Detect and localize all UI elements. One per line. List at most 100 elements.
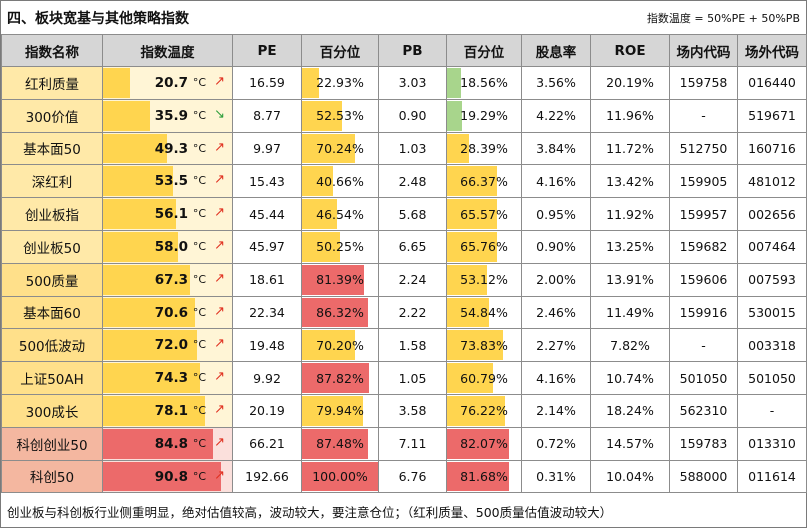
index-name-cell: 300成长 [1, 393, 103, 428]
pe-percentile-cell-text: 22.93% [316, 75, 364, 91]
dividend-yield-cell: 0.95% [521, 197, 591, 231]
pb-cell: 7.11 [378, 426, 447, 461]
temperature-value: 53.5 [154, 173, 188, 190]
pb-percentile-cell-text: 28.39% [460, 140, 508, 156]
temperature-bar [103, 428, 214, 459]
table-row: 创业板指 56.1 °C ↗ 45.44 46.54% 5.68 65.57% 0.95% 11.… [1, 197, 807, 231]
pb-percentile-cell-text: 60.79% [460, 370, 508, 386]
temperature-cell: 35.9 °C ↘ [102, 98, 233, 133]
offmarket-code-cell: 007593 [737, 262, 807, 297]
pb-percentile-cell-text: 73.83% [460, 337, 508, 353]
pb-cell: 2.48 [378, 164, 447, 199]
table-row: 300成长 78.1 °C ↗ 20.19 79.94% 3.58 76.22% 2.14% 18… [1, 393, 807, 428]
pe-percentile-cell: 87.48% [301, 426, 379, 461]
pe-percentile-cell: 70.20% [301, 328, 379, 363]
pb-percentile-cell-text: 54.84% [460, 304, 508, 320]
trend-up-icon: ↗ [214, 336, 225, 352]
trend-up-icon: ↗ [214, 401, 225, 417]
temperature-value: 58.0 [154, 238, 188, 255]
temperature-cell: 84.8 °C ↗ [102, 426, 233, 461]
pe-percentile-bar [302, 133, 356, 164]
pe-percentile-cell: 79.94% [301, 393, 379, 428]
pb-percentile-bar [447, 68, 462, 98]
pb-percentile-cell: 60.79% [446, 361, 522, 395]
offmarket-code-cell: 013310 [737, 426, 807, 461]
offmarket-code-cell: 160716 [737, 131, 807, 166]
table-body: 红利质量 20.7 °C ↗ 16.59 22.93% 3.03 18.56% 3.56% 20.… [1, 66, 807, 494]
table-row: 500低波动 72.0 °C ↗ 19.48 70.20% 1.58 73.83% 2.27% 7… [1, 328, 807, 363]
pb-percentile-cell-text: 19.29% [460, 108, 508, 124]
pb-percentile-bar [447, 428, 510, 459]
temperature-bar [103, 199, 176, 229]
index-name-cell: 创业板50 [1, 229, 103, 264]
pb-percentile-cell: 54.84% [446, 295, 522, 330]
offmarket-code-cell: 519671 [737, 98, 807, 133]
offmarket-code-cell: 007464 [737, 229, 807, 264]
temperature-bar [103, 100, 150, 131]
dividend-yield-cell: 4.16% [521, 361, 591, 395]
onmarket-code-cell: 159916 [669, 295, 738, 330]
onmarket-code-cell: 159905 [669, 164, 738, 199]
temperature-value: 49.3 [154, 140, 188, 157]
pb-percentile-cell: 65.57% [446, 197, 522, 231]
dividend-yield-cell: 2.14% [521, 393, 591, 428]
pb-percentile-cell: 65.76% [446, 229, 522, 264]
pe-percentile-cell: 52.53% [301, 98, 379, 133]
trend-up-icon: ↗ [214, 467, 225, 483]
pe-percentile-cell-text: 100.00% [312, 468, 368, 484]
temperature-bar [103, 231, 179, 262]
pb-percentile-bar [447, 199, 497, 229]
pb-percentile-cell-text: 76.22% [460, 403, 508, 419]
trend-down-icon: ↘ [214, 106, 225, 122]
col-header-roe: ROE [590, 34, 670, 67]
index-name-cell: 500低波动 [1, 328, 103, 363]
temperature-unit: °C [192, 141, 206, 155]
temperature-cell: 90.8 °C ↗ [102, 459, 233, 494]
index-name-cell: 科创创业50 [1, 426, 103, 461]
pb-percentile-cell: 82.07% [446, 426, 522, 461]
onmarket-code-cell: 588000 [669, 459, 738, 494]
pe-cell: 45.97 [232, 229, 302, 264]
temperature-unit: °C [192, 108, 206, 122]
col-header-pe-pct: 百分位 [301, 34, 379, 67]
pe-cell: 19.48 [232, 328, 302, 363]
temperature-unit: °C [192, 174, 206, 188]
pb-percentile-cell-text: 65.57% [460, 206, 508, 222]
table-row: 深红利 53.5 °C ↗ 15.43 40.66% 2.48 66.37% 4.16% 13.4… [1, 164, 807, 199]
col-header-pe: PE [232, 34, 302, 67]
table-row: 基本面50 49.3 °C ↗ 9.97 70.24% 1.03 28.39% 3.84% 11.… [1, 131, 807, 166]
pe-cell: 66.21 [232, 426, 302, 461]
pb-percentile-bar [447, 264, 488, 295]
index-name-cell: 上证50AH [1, 361, 103, 395]
onmarket-code-cell: - [669, 328, 738, 363]
temperature-bar [103, 330, 197, 361]
pe-percentile-cell: 70.24% [301, 131, 379, 166]
pe-percentile-bar [302, 363, 369, 393]
pe-percentile-bar [302, 297, 368, 328]
pb-cell: 2.22 [378, 295, 447, 330]
temperature-bar [103, 297, 195, 328]
pb-percentile-bar [447, 395, 505, 426]
roe-cell: 10.74% [590, 361, 670, 395]
temperature-unit: °C [192, 469, 206, 483]
table-header-bar: 四、板块宽基与其他策略指数 指数温度 = 50%PE + 50%PB [1, 1, 806, 33]
pe-percentile-bar [302, 68, 320, 98]
roe-cell: 11.72% [590, 131, 670, 166]
temperature-value: 78.1 [154, 402, 188, 419]
pe-percentile-bar [302, 330, 356, 361]
temperature-cell: 72.0 °C ↗ [102, 328, 233, 363]
trend-up-icon: ↗ [214, 74, 225, 89]
onmarket-code-cell: - [669, 98, 738, 133]
pe-percentile-bar [302, 199, 338, 229]
pe-percentile-cell-text: 86.32% [316, 304, 364, 320]
pe-percentile-cell-text: 50.25% [316, 239, 364, 255]
table-row: 创业板50 58.0 °C ↗ 45.97 50.25% 6.65 65.76% 0.90% 13… [1, 229, 807, 264]
pe-percentile-cell-text: 79.94% [316, 403, 364, 419]
index-name-cell: 创业板指 [1, 197, 103, 231]
temperature-bar [103, 68, 130, 98]
roe-cell: 13.42% [590, 164, 670, 199]
pb-percentile-bar [447, 100, 462, 131]
roe-cell: 13.25% [590, 229, 670, 264]
pb-cell: 1.05 [378, 361, 447, 395]
